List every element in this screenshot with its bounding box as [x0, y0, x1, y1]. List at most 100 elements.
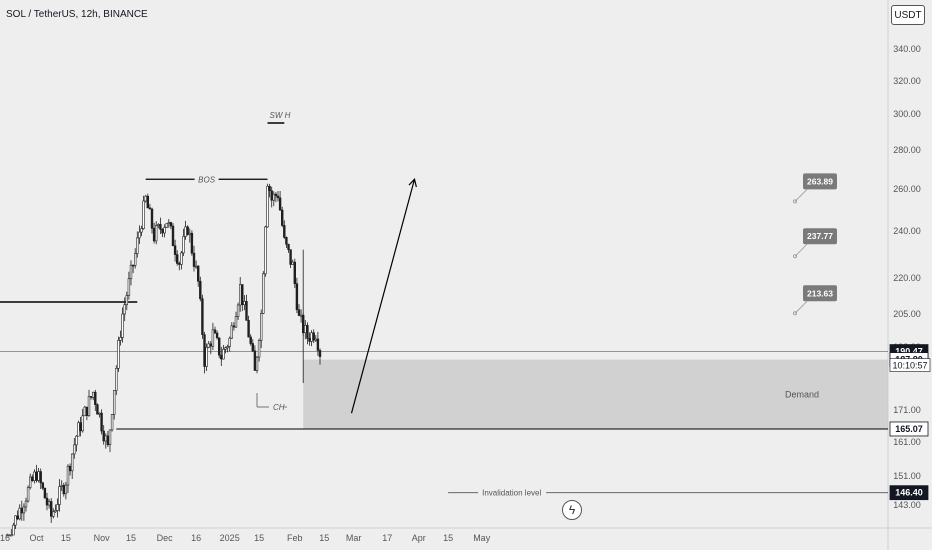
candle-down: [245, 301, 248, 321]
x-tick-label: 15: [61, 533, 71, 543]
candle-down: [306, 324, 309, 339]
x-tick-label: Dec: [157, 533, 174, 543]
candle-down: [215, 332, 219, 339]
candle-up: [14, 515, 17, 526]
candle-up: [12, 524, 15, 536]
candle-up: [264, 226, 267, 275]
target-callout-label: 213.63: [807, 288, 833, 298]
candle-up: [56, 504, 59, 511]
candle-up: [64, 484, 68, 495]
x-tick-label: 15: [319, 533, 329, 543]
x-tick-label: 17: [382, 533, 392, 543]
invalidation-label: Invalidation level: [482, 489, 541, 498]
candle-up: [211, 329, 215, 347]
candle-down: [249, 336, 252, 344]
candle-up: [66, 465, 70, 486]
candle-down: [197, 265, 200, 282]
ch-label: CH: [273, 403, 285, 412]
candle-down: [45, 497, 49, 506]
candle-up: [81, 415, 84, 432]
candle-down: [268, 185, 271, 191]
candle-down: [278, 197, 282, 211]
candle-down: [173, 245, 177, 255]
x-tick-label: 15: [443, 533, 453, 543]
price-axis-value: 190.47: [895, 347, 923, 357]
candle-down: [318, 350, 322, 357]
candle-down: [192, 252, 196, 267]
x-tick-label: 15: [254, 533, 264, 543]
price-axis-value: 146.40: [895, 488, 923, 498]
candle-up: [58, 486, 61, 505]
candle-down: [150, 208, 154, 229]
candle-down: [270, 190, 273, 201]
candle-down: [31, 476, 34, 481]
candle-down: [316, 338, 320, 351]
candle-down: [131, 264, 135, 267]
y-tick-label: 240.00: [893, 226, 921, 236]
candle-down: [285, 237, 288, 245]
candle-down: [199, 280, 202, 300]
y-tick-label: 220.00: [893, 273, 921, 283]
candle-down: [148, 207, 152, 210]
candle-down: [287, 243, 290, 250]
candle-down: [94, 391, 97, 405]
candle-up: [75, 435, 78, 446]
candle-up: [314, 338, 317, 341]
x-tick-label: 16: [191, 533, 201, 543]
candle-down: [209, 343, 212, 347]
candle-down: [251, 343, 254, 352]
candle-down: [62, 485, 66, 495]
candle-down: [241, 284, 244, 306]
candle-down: [295, 283, 299, 311]
y-tick-label: 320.00: [893, 76, 921, 86]
candle-down: [152, 227, 156, 242]
candle-down: [39, 471, 42, 484]
candle-up: [222, 348, 225, 360]
candle-down: [49, 501, 53, 517]
candle-down: [171, 225, 175, 247]
x-tick-label: Mar: [346, 533, 362, 543]
candle-up: [239, 284, 242, 306]
countdown-value: 10:10:57: [892, 361, 927, 371]
candle-down: [232, 325, 236, 328]
candle-down: [146, 195, 149, 209]
candle-up: [167, 222, 170, 224]
candle-down: [16, 515, 19, 520]
candle-up: [121, 313, 124, 338]
target-callout-dot: [793, 199, 798, 204]
candle-up: [236, 304, 240, 317]
chart-title: SOL / TetherUS, 12h, BINANCE: [6, 9, 148, 20]
candle-up: [37, 471, 40, 481]
candle-down: [283, 225, 286, 238]
candle-down: [20, 507, 23, 514]
candle-down: [220, 354, 223, 360]
candle-up: [310, 332, 313, 342]
candle-up: [60, 485, 63, 487]
candle-up: [22, 506, 26, 514]
candle-down: [178, 263, 181, 265]
price-axis-badge: [889, 485, 929, 501]
candle-down: [176, 254, 179, 264]
candle-down: [218, 337, 221, 356]
candle-up: [87, 396, 91, 416]
candle-up: [138, 231, 141, 239]
target-callout-label: 263.89: [807, 176, 833, 186]
candle-up: [144, 195, 147, 202]
candle-down: [102, 430, 105, 442]
projection-arrow-line: [350, 179, 416, 414]
x-tick-label: Nov: [94, 533, 111, 543]
candle-up: [180, 252, 183, 265]
x-tick-label: Apr: [412, 533, 426, 543]
candle-down: [106, 435, 110, 445]
target-callout-bg: [803, 228, 837, 245]
candle-down: [274, 193, 278, 197]
candle-up: [157, 224, 160, 226]
currency-unit-button[interactable]: USDT: [891, 5, 925, 25]
candle-down: [203, 334, 206, 367]
candle-up: [73, 444, 76, 455]
candle-up: [71, 453, 74, 472]
candle-up: [125, 295, 129, 306]
candle-up: [127, 278, 131, 296]
candle-down: [297, 309, 301, 316]
